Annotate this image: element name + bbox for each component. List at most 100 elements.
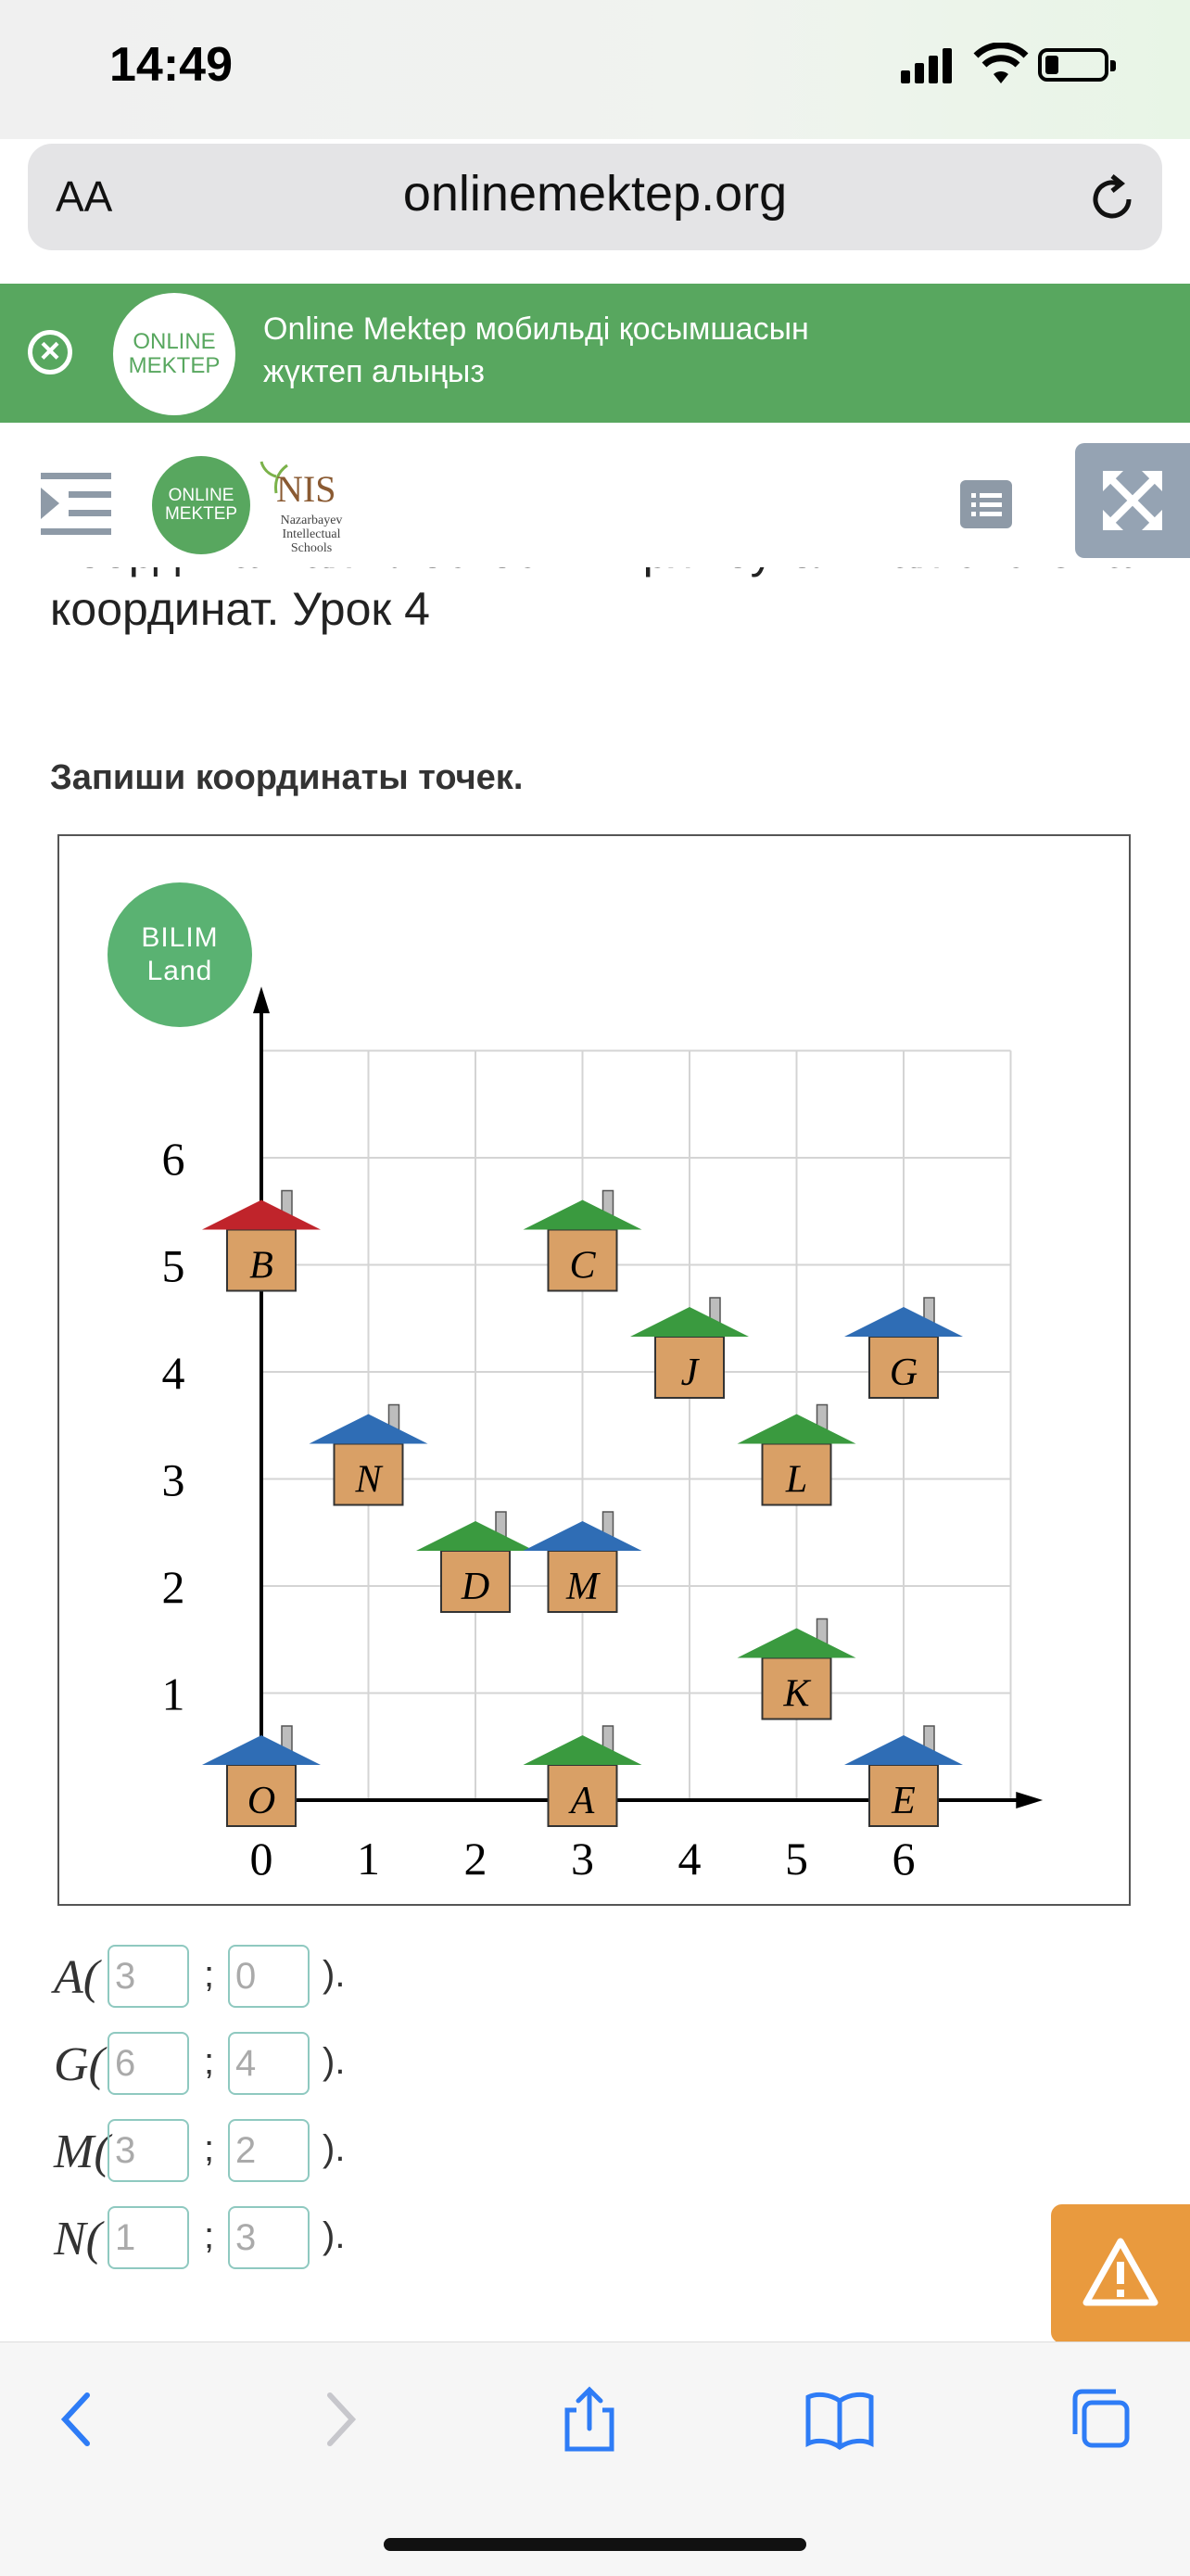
house-O: O: [202, 1725, 321, 1827]
closing-paren: ).: [323, 2215, 346, 2256]
house-roof: [737, 1628, 856, 1658]
bilimland-logo: BILIM Land: [108, 882, 252, 1027]
house-wall: [226, 1764, 297, 1827]
bookmarks-icon[interactable]: [803, 2382, 877, 2456]
house-roof: [523, 1199, 642, 1230]
x-tick-label: 1: [357, 1833, 380, 1884]
house-wall: [868, 1336, 939, 1399]
separator: ;: [204, 2041, 215, 2082]
y-tick-label: 3: [162, 1454, 185, 1506]
house-wall: [654, 1336, 725, 1399]
house-label: L: [785, 1459, 807, 1502]
x-coordinate-input[interactable]: 3: [108, 1945, 189, 2008]
warning-icon: [1082, 2238, 1158, 2306]
wifi-icon: [973, 43, 1029, 83]
x-axis-arrow: [1016, 1792, 1044, 1808]
house-label: C: [569, 1245, 596, 1288]
house-label: O: [247, 1780, 275, 1822]
reload-icon[interactable]: [1084, 171, 1140, 227]
house-L: L: [737, 1403, 856, 1506]
x-tick-label: 4: [678, 1833, 702, 1884]
coordinate-plane: 0 1 2 3 4 5 6 1 2 3 4 5 6 B C J G N L D M K O A E: [162, 986, 1044, 1884]
x-coordinate-input[interactable]: 3: [108, 2119, 189, 2182]
house-label: J: [681, 1351, 701, 1394]
house-N: N: [309, 1403, 428, 1506]
y-coordinate-input[interactable]: 4: [228, 2032, 310, 2095]
house-label: E: [891, 1780, 916, 1822]
address-bar[interactable]: [28, 144, 1162, 250]
y-coordinate-input[interactable]: 2: [228, 2119, 310, 2182]
house-roof: [844, 1735, 963, 1765]
y-tick-label: 6: [162, 1133, 185, 1185]
x-tick-label: 5: [785, 1833, 808, 1884]
point-label: G(: [54, 2038, 105, 2091]
url-text[interactable]: onlinemektep.org: [402, 166, 788, 222]
closing-paren: ).: [323, 1954, 346, 1995]
house-K: K: [737, 1618, 856, 1720]
battery-icon: [1038, 48, 1116, 82]
x-tick-label: 6: [892, 1833, 916, 1884]
house-label: G: [890, 1351, 918, 1394]
expand-icon[interactable]: [1075, 443, 1190, 558]
house-wall: [333, 1442, 404, 1506]
house-roof: [416, 1521, 535, 1551]
house-label: N: [354, 1459, 383, 1502]
status-time: 14:49: [109, 38, 233, 92]
house-G: G: [844, 1297, 963, 1399]
home-indicator: [384, 2538, 806, 2551]
house-M: M: [523, 1511, 642, 1613]
x-tick-label: 2: [464, 1833, 487, 1884]
back-icon[interactable]: [41, 2382, 115, 2456]
house-label: M: [565, 1566, 601, 1608]
house-label: A: [568, 1780, 595, 1822]
house-wall: [761, 1656, 832, 1720]
y-axis-arrow: [253, 986, 270, 1014]
x-coordinate-input[interactable]: 6: [108, 2032, 189, 2095]
banner-text[interactable]: Online Mektep мобильді қосымшасын жүктеп…: [263, 311, 809, 389]
separator: ;: [204, 2128, 215, 2169]
y-coordinate-input[interactable]: 0: [228, 1945, 310, 2008]
online-mektep-logo[interactable]: ONLINE MEKTEP: [152, 456, 250, 554]
point-label: A(: [54, 1951, 100, 2004]
house-A: A: [523, 1725, 642, 1827]
browser-toolbar: [0, 2341, 1190, 2576]
house-label: B: [249, 1245, 273, 1288]
nis-logo: NIS Nazarbayev Intellectual Schools: [256, 458, 358, 555]
y-tick-label: 1: [162, 1669, 185, 1720]
house-roof: [202, 1199, 321, 1230]
house-roof: [737, 1414, 856, 1444]
tabs-icon[interactable]: [1062, 2382, 1136, 2456]
list-icon[interactable]: [960, 480, 1012, 528]
separator: ;: [204, 1954, 215, 1995]
house-B: B: [202, 1189, 321, 1292]
reader-aa-button[interactable]: AA: [56, 172, 113, 221]
page-title: Координатная плоскость. Прямоугольная си…: [50, 567, 1131, 635]
y-coordinate-input[interactable]: 3: [228, 2206, 310, 2269]
house-roof: [523, 1735, 642, 1765]
y-tick-label: 5: [162, 1240, 185, 1292]
house-wall: [547, 1550, 618, 1613]
point-label: M(: [54, 2126, 110, 2178]
house-roof: [309, 1414, 428, 1444]
menu-icon[interactable]: [41, 471, 111, 538]
point-label: N(: [54, 2213, 102, 2265]
coordinate-figure: BILIM Land 0 1 2 3 4 5 6 1 2 3 4 5 6 B C J G N L D M K O A E: [57, 834, 1131, 1906]
close-icon[interactable]: ×: [28, 330, 72, 374]
house-D: D: [416, 1511, 535, 1613]
house-roof: [630, 1307, 749, 1337]
x-coordinate-input[interactable]: 1: [108, 2206, 189, 2269]
separator: ;: [204, 2215, 215, 2256]
forward-icon[interactable]: [302, 2382, 376, 2456]
closing-paren: ).: [323, 2041, 346, 2082]
share-icon[interactable]: [552, 2382, 627, 2456]
house-roof: [844, 1307, 963, 1337]
house-J: J: [630, 1297, 749, 1399]
house-wall: [868, 1764, 939, 1827]
report-button[interactable]: [1051, 2204, 1190, 2343]
house-roof: [523, 1521, 642, 1551]
online-mektep-logo: ONLINE MEKTEP: [113, 293, 235, 415]
house-C: C: [523, 1189, 642, 1292]
house-label: K: [782, 1673, 811, 1716]
closing-paren: ).: [323, 2128, 346, 2169]
x-tick-label: 3: [571, 1833, 594, 1884]
